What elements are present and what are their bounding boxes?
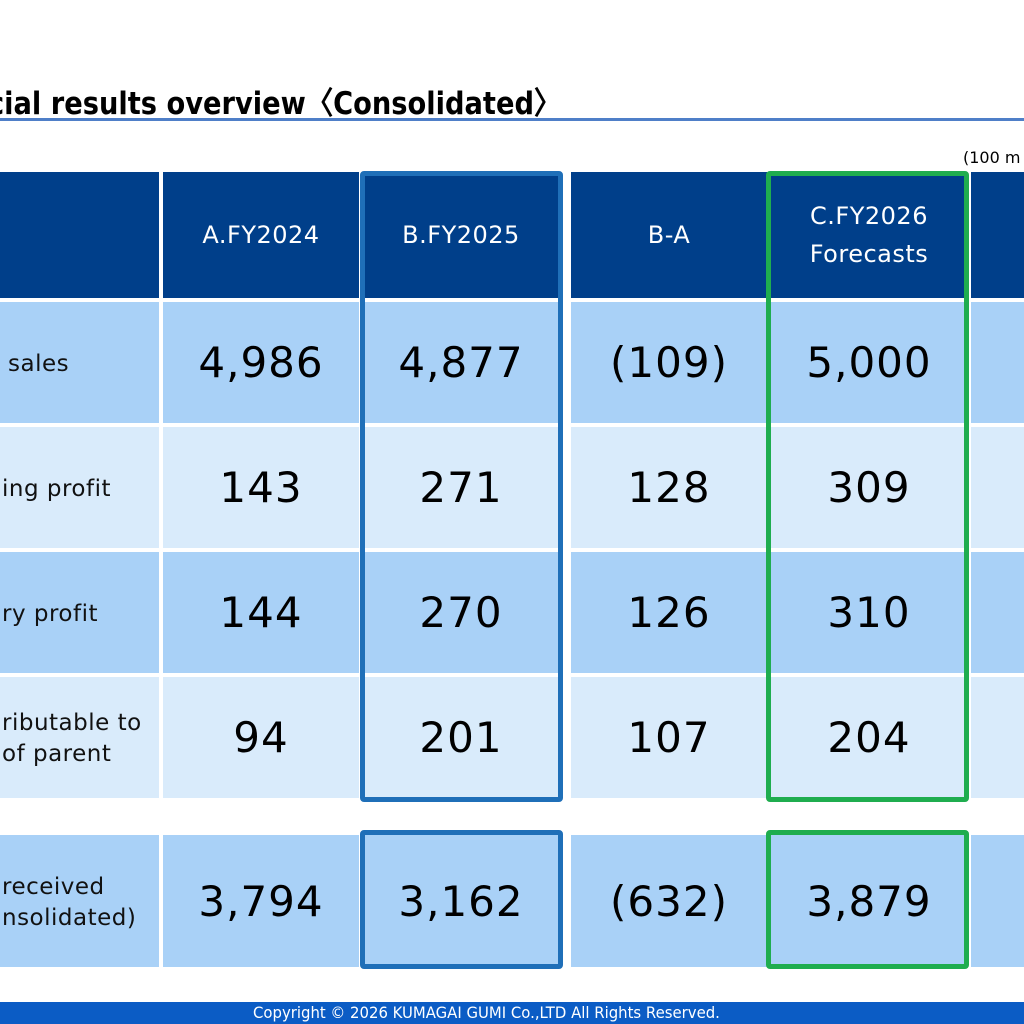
header-b-minus-a: B-A <box>571 172 767 298</box>
value-diff-orders-received: (632) <box>571 835 767 967</box>
extra-cell-profit-attributable <box>971 677 1024 798</box>
value-fy2026-orders-received: 3,879 <box>771 835 967 967</box>
value-fy2026-ordinary-profit: 310 <box>771 552 967 673</box>
extra-cell-operating-profit <box>971 427 1024 548</box>
value-fy2026-operating-profit: 309 <box>771 427 967 548</box>
value-fy2025-operating-profit: 271 <box>363 427 559 548</box>
row-label-net-sales: sales <box>0 302 159 423</box>
value-diff-profit-attributable: 107 <box>571 677 767 798</box>
value-fy2024-net-sales: 4,986 <box>163 302 359 423</box>
header-label-cell <box>0 172 159 298</box>
value-fy2024-profit-attributable: 94 <box>163 677 359 798</box>
unit-note: (100 m <box>963 148 1021 167</box>
title-divider <box>0 118 1024 121</box>
value-fy2024-ordinary-profit: 144 <box>163 552 359 673</box>
value-fy2026-profit-attributable: 204 <box>771 677 967 798</box>
value-diff-ordinary-profit: 126 <box>571 552 767 673</box>
header-extra-cell <box>971 172 1024 298</box>
value-fy2025-net-sales: 4,877 <box>363 302 559 423</box>
header-fy2026-forecasts: C.FY2026 Forecasts <box>771 172 967 298</box>
value-fy2024-orders-received: 3,794 <box>163 835 359 967</box>
row-label-orders-received: received nsolidated) <box>0 835 159 967</box>
row-label-ordinary-profit: ry profit <box>0 552 159 673</box>
extra-cell-ordinary-profit <box>971 552 1024 673</box>
value-fy2026-net-sales: 5,000 <box>771 302 967 423</box>
extra-cell-orders-received <box>971 835 1024 967</box>
row-label-operating-profit: ing profit <box>0 427 159 548</box>
row-label-profit-attributable: ributable to of parent <box>0 677 159 798</box>
header-fy2024: A.FY2024 <box>163 172 359 298</box>
value-fy2025-ordinary-profit: 270 <box>363 552 559 673</box>
header-fy2025: B.FY2025 <box>363 172 559 298</box>
value-diff-operating-profit: 128 <box>571 427 767 548</box>
copyright-footer: Copyright © 2026 KUMAGAI GUMI Co.,LTD Al… <box>0 1002 1024 1024</box>
value-fy2025-profit-attributable: 201 <box>363 677 559 798</box>
page-title: cial results overview〈Consolidated〉 <box>0 86 562 120</box>
value-fy2025-orders-received: 3,162 <box>363 835 559 967</box>
value-diff-net-sales: (109) <box>571 302 767 423</box>
value-fy2024-operating-profit: 143 <box>163 427 359 548</box>
extra-cell-net-sales <box>971 302 1024 423</box>
